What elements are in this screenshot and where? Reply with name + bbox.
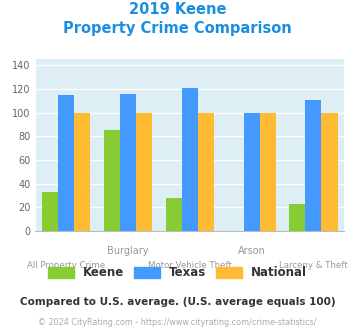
Bar xyxy=(75,113,91,231)
Bar xyxy=(42,192,58,231)
Text: © 2024 CityRating.com - https://www.cityrating.com/crime-statistics/: © 2024 CityRating.com - https://www.city… xyxy=(38,318,317,327)
Bar xyxy=(198,113,214,231)
Legend: Keene, Texas, National: Keene, Texas, National xyxy=(43,262,312,284)
Bar xyxy=(120,94,136,231)
Bar xyxy=(136,113,152,231)
Bar xyxy=(182,88,198,231)
Text: 2019 Keene: 2019 Keene xyxy=(129,2,226,16)
Bar xyxy=(289,204,305,231)
Text: Motor Vehicle Theft: Motor Vehicle Theft xyxy=(148,261,232,270)
Bar xyxy=(58,95,75,231)
Text: Arson: Arson xyxy=(238,246,266,256)
Text: Burglary: Burglary xyxy=(108,246,149,256)
Bar xyxy=(244,113,260,231)
Text: Property Crime Comparison: Property Crime Comparison xyxy=(63,21,292,36)
Bar xyxy=(260,113,276,231)
Bar xyxy=(166,198,182,231)
Text: Compared to U.S. average. (U.S. average equals 100): Compared to U.S. average. (U.S. average … xyxy=(20,297,335,307)
Bar xyxy=(104,130,120,231)
Bar xyxy=(322,113,338,231)
Text: Larceny & Theft: Larceny & Theft xyxy=(279,261,348,270)
Bar xyxy=(305,100,322,231)
Text: All Property Crime: All Property Crime xyxy=(27,261,105,270)
